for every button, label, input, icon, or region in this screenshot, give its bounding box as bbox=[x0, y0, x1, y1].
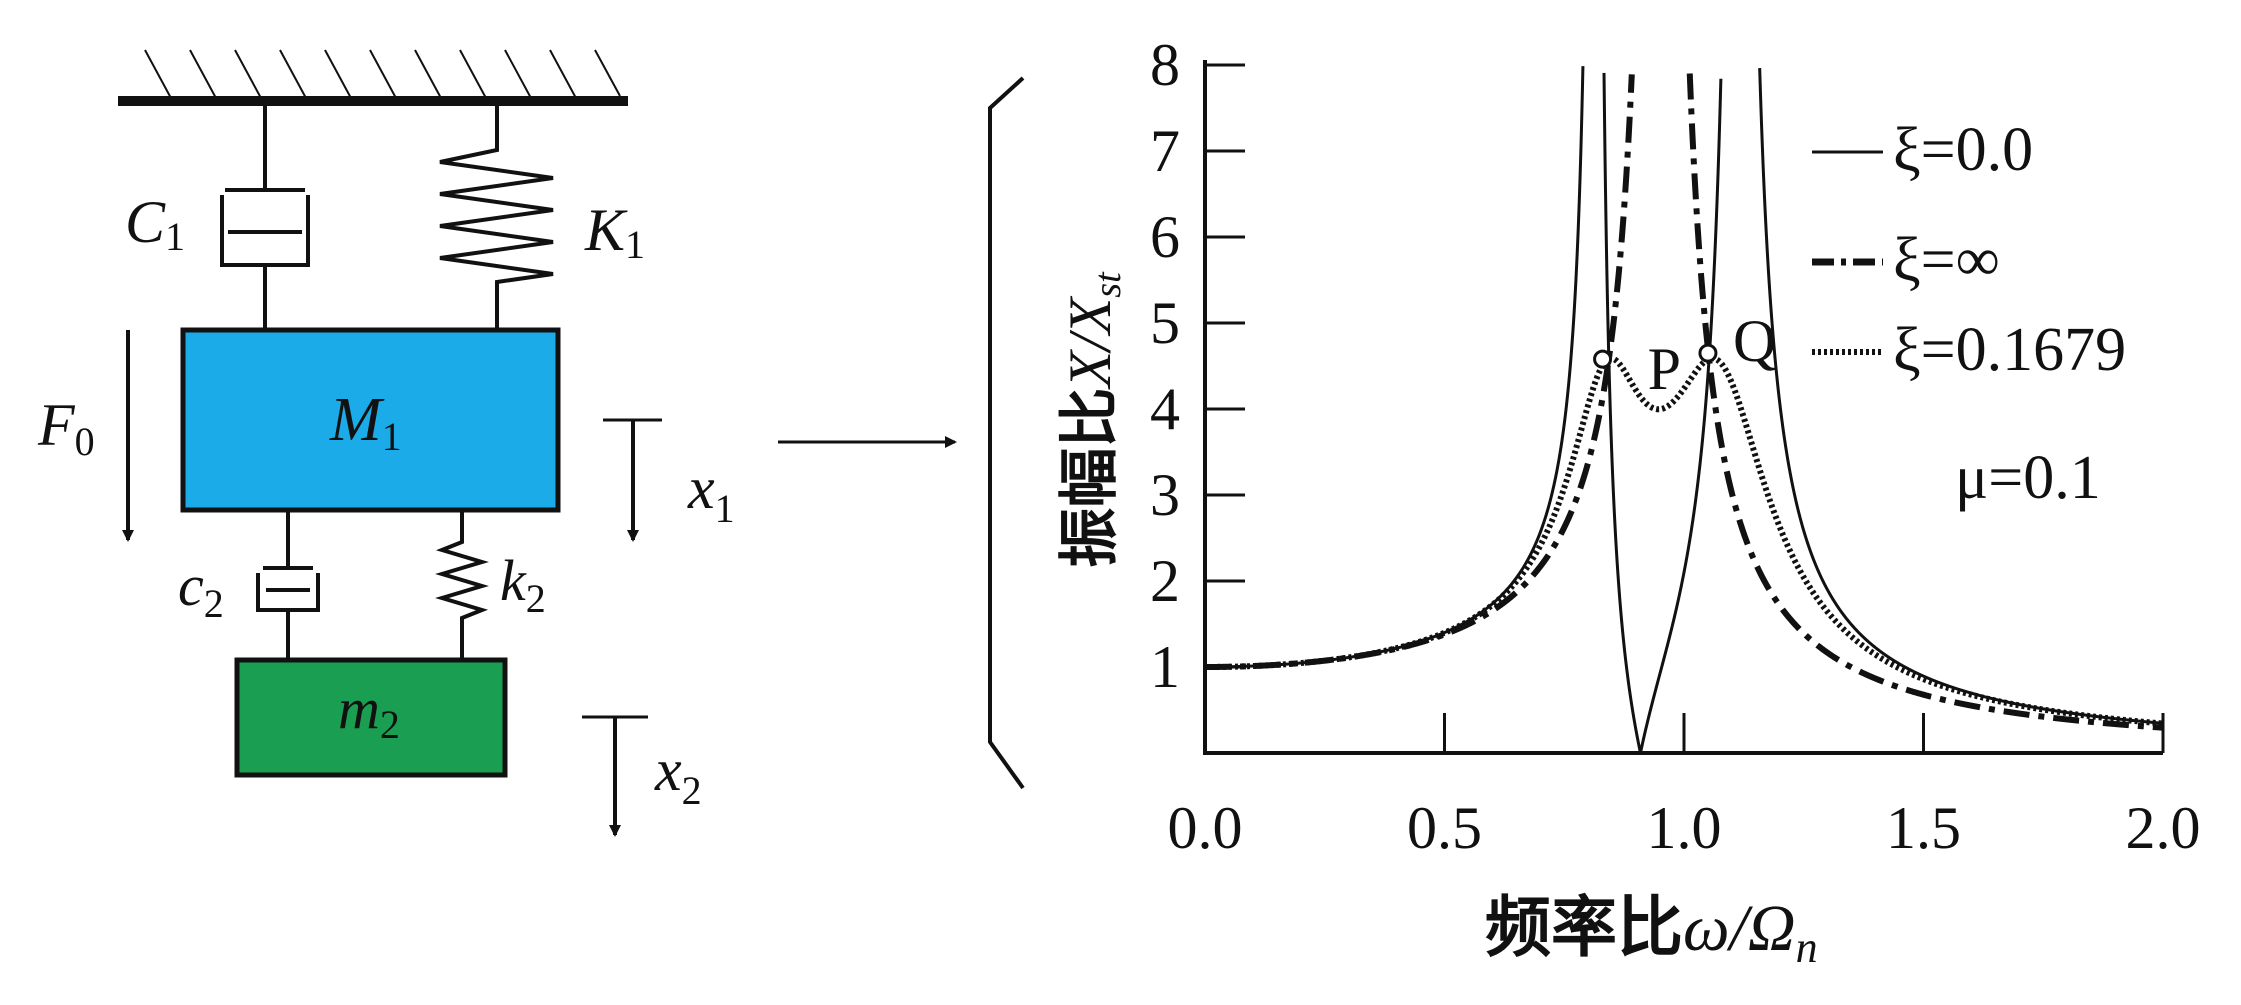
mass-m2 bbox=[234, 657, 508, 778]
damper-c2 bbox=[256, 510, 320, 660]
chart-legend: ξ=0.0 ξ=∞ ξ=0.1679 bbox=[1812, 116, 2126, 384]
legend-label-zero: ξ=0.0 bbox=[1893, 116, 2033, 184]
spring-k1-label: K1 bbox=[584, 197, 645, 267]
x-tick-label: 1.0 bbox=[1647, 795, 1722, 861]
y-tick-label: 4 bbox=[1150, 376, 1180, 442]
damper-c2-label: c2 bbox=[178, 553, 224, 626]
fixed-point-p bbox=[1593, 349, 1613, 369]
y-tick-label: 7 bbox=[1150, 118, 1180, 184]
x-tick-label: 0.0 bbox=[1168, 795, 1243, 861]
series-line-inf bbox=[1205, 73, 2164, 731]
legend-label-opt: ξ=0.1679 bbox=[1893, 316, 2126, 384]
y-tick-label: 2 bbox=[1150, 548, 1180, 614]
y-tick-label: 3 bbox=[1150, 462, 1180, 528]
displacement-x2-label: x2 bbox=[654, 737, 702, 813]
spring-k1 bbox=[439, 101, 554, 330]
y-axis-label: 振幅比X/Xst bbox=[1055, 271, 1129, 568]
fixed-point-label-p: P bbox=[1648, 336, 1681, 402]
y-tick-label: 8 bbox=[1150, 32, 1180, 98]
mass-m1 bbox=[180, 327, 561, 513]
displacement-x2-arrow bbox=[582, 715, 648, 837]
x-tick-label: 2.0 bbox=[2126, 795, 2201, 861]
chart-series bbox=[1205, 66, 2164, 754]
spring-k2 bbox=[435, 510, 489, 660]
chart-ticks: 0.0 0.5 1.0 1.5 2.0 1 2 3 4 5 6 7 8 bbox=[1150, 32, 2201, 861]
mass-m2-label: m2 bbox=[338, 676, 400, 747]
y-tick-label: 6 bbox=[1150, 204, 1180, 270]
mechanical-model: C1 K1 M1 F0 x1 c2 k2 m2 bbox=[37, 49, 735, 837]
fixed-point-label-q: Q bbox=[1733, 308, 1776, 374]
y-tick-label: 1 bbox=[1150, 634, 1180, 700]
force-label: F0 bbox=[37, 392, 95, 464]
displacement-x1-label: x1 bbox=[687, 455, 735, 531]
y-tick-label: 5 bbox=[1150, 290, 1180, 356]
damper-c1-label: C1 bbox=[125, 189, 185, 259]
mass-ratio-label: μ=0.1 bbox=[1955, 444, 2101, 512]
spring-k2-label: k2 bbox=[500, 548, 546, 621]
legend-label-inf: ξ=∞ bbox=[1893, 226, 2000, 294]
damper-c1 bbox=[220, 101, 310, 330]
x-axis-label: 频率比ω/Ωn bbox=[1485, 889, 1818, 972]
x-tick-label: 1.5 bbox=[1886, 795, 1961, 861]
mass-m1-label: M1 bbox=[329, 386, 402, 459]
chart-bracket bbox=[988, 76, 1025, 790]
displacement-x1-arrow bbox=[603, 418, 662, 542]
series-line-opt bbox=[1205, 355, 2164, 727]
ground-hatching bbox=[144, 49, 621, 101]
fixed-point-q bbox=[1698, 343, 1718, 363]
x-tick-label: 0.5 bbox=[1407, 795, 1482, 861]
